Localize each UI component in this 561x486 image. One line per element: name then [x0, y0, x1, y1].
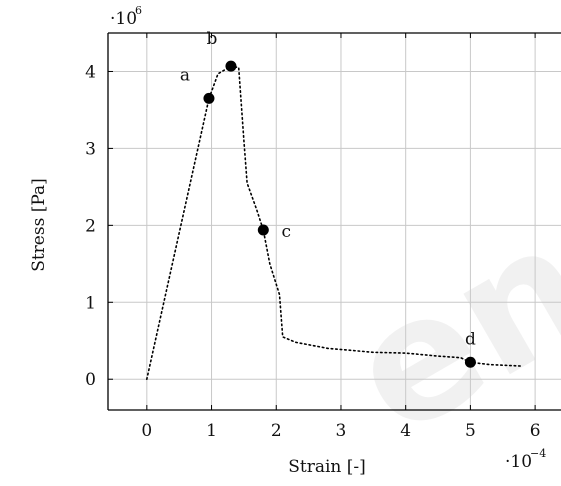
x-scale-multiplier: ·10 −4: [505, 447, 546, 472]
point-label-a: a: [180, 65, 190, 85]
y-tick-label-4: 4: [85, 62, 96, 82]
x-tick-label-5: 5: [465, 421, 476, 441]
y-scale-exponent: 6: [135, 4, 142, 17]
point-label-d: d: [465, 329, 476, 349]
point-a: [203, 92, 215, 104]
point-c: [257, 224, 269, 236]
y-axis-title: Stress [Pa]: [29, 178, 49, 272]
x-tick-label-3: 3: [336, 421, 347, 441]
y-scale-multiplier: ·10 6: [110, 4, 142, 29]
point-b: [225, 60, 237, 72]
x-tick-label-6: 6: [530, 421, 541, 441]
series-line-0: [146, 65, 523, 380]
y-scale-base: ·10: [110, 9, 137, 29]
y-tick-label-3: 3: [85, 139, 96, 159]
x-tick-label-0: 0: [141, 421, 152, 441]
y-tick-label-0: 0: [85, 370, 96, 390]
x-tick-label-4: 4: [400, 421, 411, 441]
x-tick-label-2: 2: [271, 421, 282, 441]
series: [146, 65, 523, 380]
point-d: [464, 356, 476, 368]
x-axis-title: Strain [-]: [288, 457, 366, 477]
point-label-c: c: [282, 222, 292, 242]
marked-points: ab c d: [180, 29, 476, 368]
x-tick-label-1: 1: [206, 421, 217, 441]
axes: [107, 32, 561, 411]
tick-labels: 0 1 2 3 4 5 6 0 1 2 3 4: [85, 62, 540, 441]
x-scale-base: ·10: [505, 452, 532, 472]
watermark: en: [319, 185, 561, 475]
y-tick-label-1: 1: [85, 293, 96, 313]
y-tick-label-2: 2: [85, 216, 96, 236]
point-label-b: b: [207, 29, 218, 49]
x-scale-exponent: −4: [530, 447, 546, 460]
